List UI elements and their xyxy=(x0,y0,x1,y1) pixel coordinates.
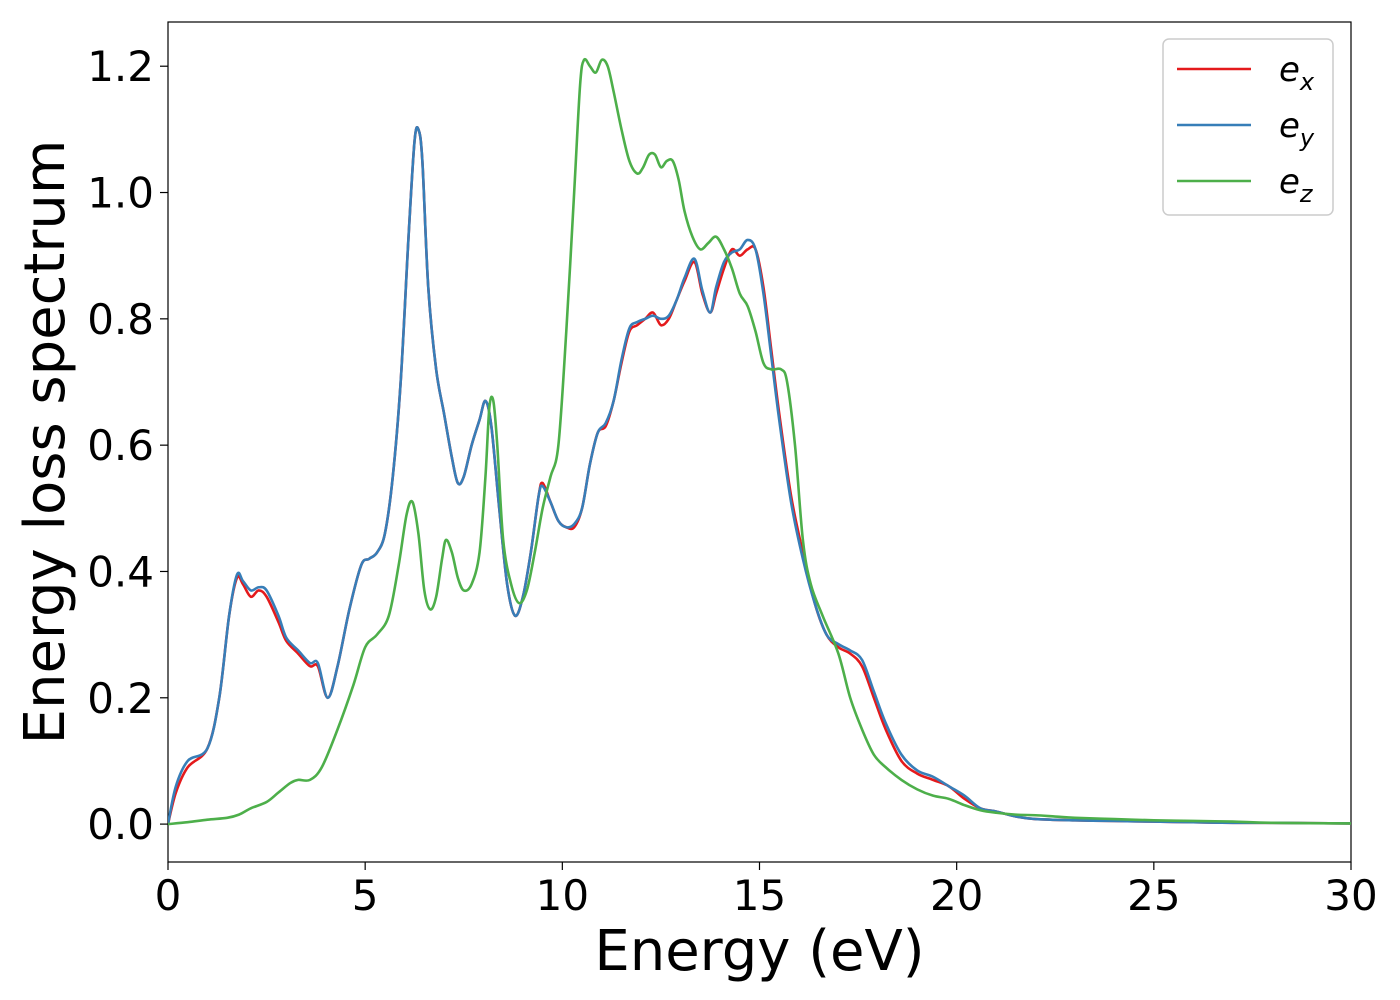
y-tick-label: 0.8 xyxy=(87,295,154,344)
x-tick-label: 5 xyxy=(352,871,379,920)
x-tick-label: 30 xyxy=(1324,871,1377,920)
series-line-z xyxy=(168,57,1351,826)
y-axis: 0.0 0.2 0.4 0.6 0.8 1.0 1.2 xyxy=(87,42,168,849)
legend-label-x: ex xyxy=(1279,50,1315,96)
legend-label-y: ey xyxy=(1279,106,1315,152)
series-line-x xyxy=(168,125,1351,825)
series-layer xyxy=(168,57,1351,826)
x-axis-label: Energy (eV) xyxy=(594,919,924,984)
y-tick-label: 0.0 xyxy=(87,800,154,849)
y-tick-label: 0.6 xyxy=(87,421,154,470)
legend-label-z: ez xyxy=(1279,162,1314,208)
y-tick-label: 1.0 xyxy=(87,169,154,218)
x-tick-label: 10 xyxy=(536,871,589,920)
series-line-y xyxy=(168,125,1351,825)
y-tick-label: 0.4 xyxy=(87,547,154,596)
y-tick-label: 0.2 xyxy=(87,674,154,723)
legend-box xyxy=(1162,38,1334,216)
x-axis: 0 5 10 15 20 25 30 xyxy=(155,862,1378,920)
y-tick-label: 1.2 xyxy=(87,42,154,91)
x-tick-label: 0 xyxy=(155,871,182,920)
y-axis-label: Energy loss spectrum xyxy=(13,140,78,745)
legend: ex ey ez xyxy=(1162,38,1334,216)
x-tick-label: 20 xyxy=(930,871,983,920)
x-tick-label: 25 xyxy=(1127,871,1180,920)
x-tick-label: 15 xyxy=(733,871,786,920)
